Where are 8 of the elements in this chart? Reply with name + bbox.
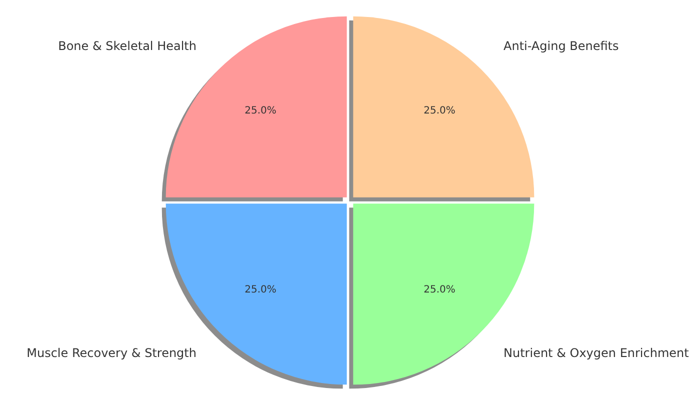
slice-label: Anti-Aging Benefits [504,39,619,54]
data-label: 25.0% [424,106,456,117]
slice-label: Bone & Skeletal Health [58,39,196,54]
slice-label: Muscle Recovery & Strength [26,346,196,360]
data-label: 25.0% [424,284,456,296]
slice-label: Nutrient & Oxygen Enrichment [504,346,690,360]
data-label: 25.0% [244,106,276,117]
data-label: 25.0% [244,284,276,296]
